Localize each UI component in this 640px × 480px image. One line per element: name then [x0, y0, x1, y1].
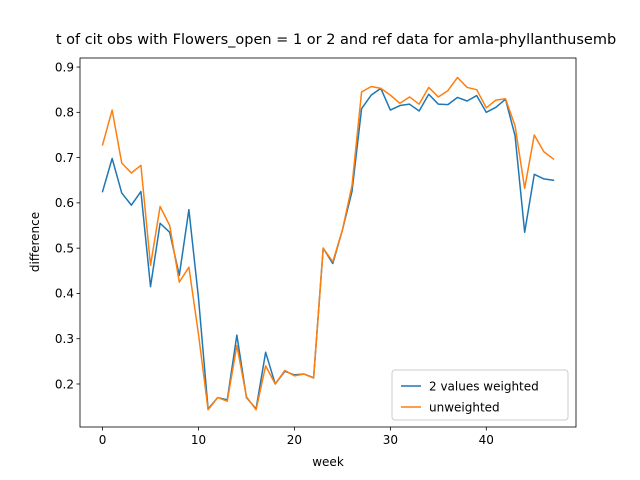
axes: 0 10 20 30 40 0.2 0.3 0.4 0.5 0.6 0.7 0.8 0.9 [55, 57, 577, 447]
legend: 2 values weighted unweighted [391, 369, 569, 421]
y-tick-label: 0.8 [55, 106, 74, 120]
x-tick-label: 10 [191, 433, 206, 447]
x-tick-label: 0 [99, 433, 107, 447]
y-tick-label: 0.3 [55, 332, 74, 346]
y-tick-label: 0.5 [55, 241, 74, 255]
y-tick-label: 0.9 [55, 60, 74, 74]
y-axis-label: difference [28, 212, 42, 272]
legend-label-1: 2 values weighted [429, 379, 539, 393]
series-line-2 [101, 76, 555, 411]
axes-frame [79, 57, 577, 428]
plot-area [101, 76, 555, 411]
y-tick-label: 0.6 [55, 196, 74, 210]
x-axis-label: week [312, 455, 344, 469]
y-tick-label: 0.2 [55, 377, 74, 391]
x-tick-label: 40 [479, 433, 494, 447]
chart-title: t of cit obs with Flowers_open = 1 or 2 … [56, 32, 616, 48]
y-tick-label: 0.7 [55, 151, 74, 165]
y-tick-label: 0.4 [55, 287, 74, 301]
legend-box [391, 369, 569, 421]
legend-label-2: unweighted [429, 400, 500, 414]
x-tick-label: 30 [383, 433, 398, 447]
x-tick-label: 20 [287, 433, 302, 447]
